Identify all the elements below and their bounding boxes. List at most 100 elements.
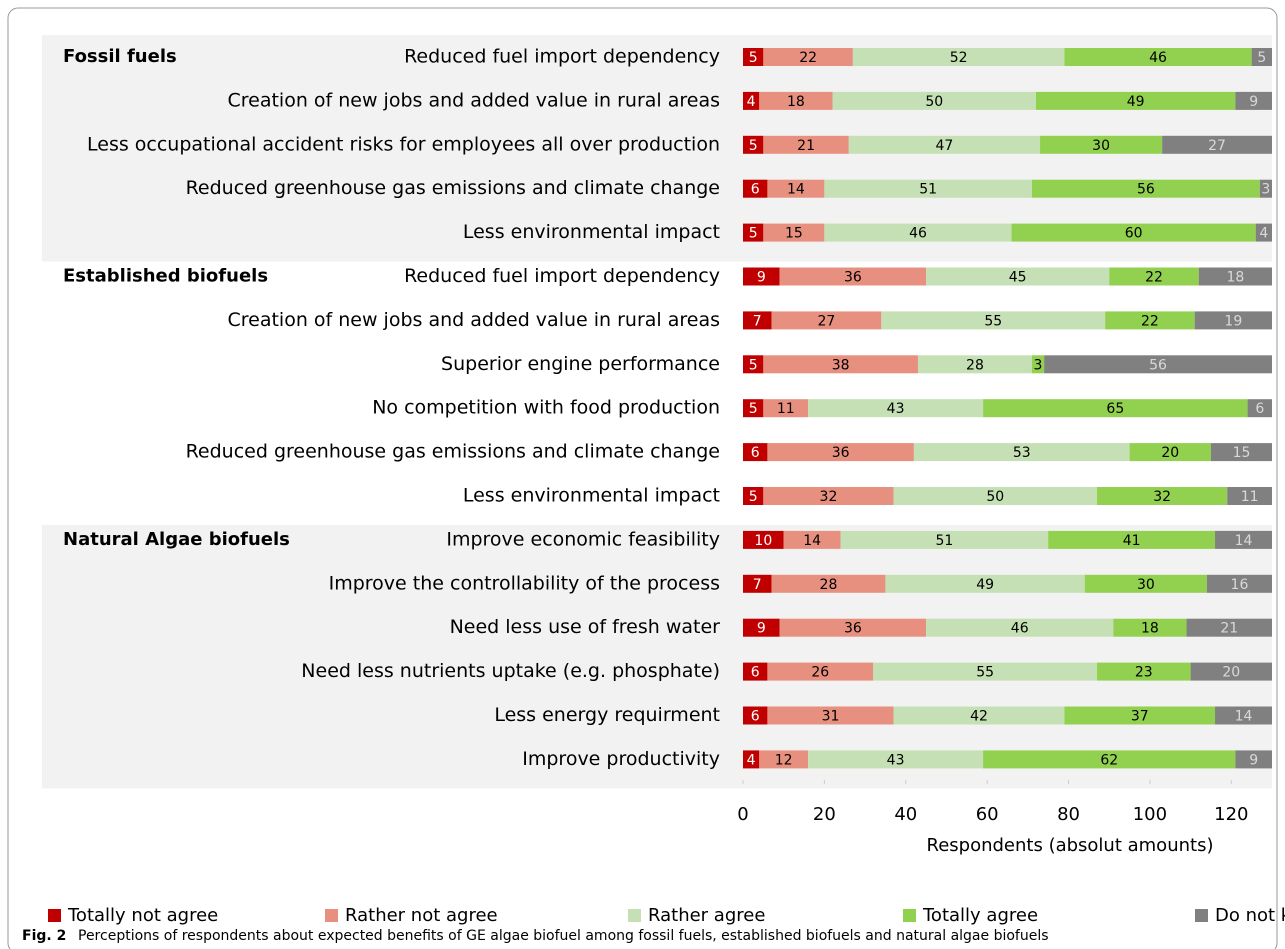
- value-label: 43: [887, 401, 905, 417]
- bar-segment: [1031, 355, 1045, 374]
- bar-segment: [1194, 311, 1272, 330]
- x-tick-label: 120: [1214, 804, 1248, 825]
- bar-segment: [893, 706, 1065, 725]
- value-label: 45: [1009, 270, 1027, 286]
- bar-segment: [783, 530, 841, 549]
- bar-segment: [917, 355, 1032, 374]
- bar-segment: [808, 750, 984, 769]
- bar-segment: [1227, 487, 1272, 505]
- bar-segment: [743, 179, 768, 198]
- value-label: 15: [1233, 445, 1251, 461]
- value-label: 14: [803, 533, 821, 549]
- category-label: Creation of new jobs and added value in …: [227, 309, 720, 331]
- x-tick-label: 60: [976, 804, 999, 825]
- value-label: 27: [1208, 138, 1226, 154]
- value-label: 19: [1224, 313, 1242, 329]
- x-axis-title: Respondents (absolut amounts): [927, 835, 1214, 856]
- value-label: 55: [976, 665, 994, 681]
- bar-segment: [763, 135, 849, 154]
- value-label: 16: [1231, 577, 1249, 593]
- value-label: 60: [1125, 226, 1143, 242]
- bar-segment: [1084, 574, 1207, 593]
- value-label: 18: [787, 94, 805, 110]
- value-label: 31: [822, 709, 840, 725]
- value-label: 51: [936, 533, 954, 549]
- value-label: 18: [1226, 270, 1244, 286]
- value-label: 4: [1259, 226, 1268, 242]
- bar-segment: [743, 311, 772, 330]
- x-tick-label: 100: [1133, 804, 1167, 825]
- bar-segment: [771, 574, 886, 593]
- value-label: 14: [1235, 709, 1253, 725]
- bar-segment: [767, 662, 874, 681]
- value-label: 11: [777, 401, 795, 417]
- value-label: 37: [1131, 709, 1149, 725]
- value-label: 14: [787, 182, 805, 198]
- bar-segment: [1186, 618, 1272, 637]
- bar-segment: [1198, 267, 1272, 286]
- x-tick-label: 20: [813, 804, 836, 825]
- legend-label: Rather agree: [648, 905, 765, 926]
- value-label: 12: [775, 752, 793, 768]
- bar-segment: [1105, 311, 1195, 330]
- bar-segment: [852, 48, 1065, 66]
- value-label: 4: [747, 752, 756, 768]
- group-label: Natural Algae biofuels: [63, 529, 290, 550]
- bar-segment: [1235, 750, 1272, 769]
- value-label: 6: [751, 445, 760, 461]
- frame: [7, 7, 1278, 949]
- category-label: Reduced greenhouse gas emissions and cli…: [186, 441, 720, 463]
- value-label: 21: [797, 138, 815, 154]
- category-label: Less environmental impact: [463, 485, 720, 507]
- value-label: 9: [757, 270, 766, 286]
- category-label: Improve productivity: [522, 748, 720, 770]
- bar-segment: [1097, 662, 1191, 681]
- value-label: 43: [887, 752, 905, 768]
- value-label: 7: [753, 577, 762, 593]
- caption-label: Fig. 2: [22, 928, 66, 944]
- bar-segment: [983, 399, 1248, 418]
- value-label: 49: [1127, 94, 1145, 110]
- bar-segment: [1190, 662, 1272, 681]
- value-label: 14: [1235, 533, 1253, 549]
- value-label: 28: [820, 577, 838, 593]
- x-tick-label: 0: [737, 804, 748, 825]
- bar-segment: [779, 618, 927, 637]
- bar-segment: [832, 91, 1036, 110]
- value-label: 42: [970, 709, 988, 725]
- value-label: 32: [1153, 489, 1171, 505]
- value-label: 50: [986, 489, 1004, 505]
- category-label: Need less nutrients uptake (e.g. phospha…: [301, 660, 720, 682]
- bar-segment: [743, 574, 772, 593]
- bar-segment: [743, 443, 768, 462]
- bar-segment: [763, 355, 918, 374]
- value-label: 6: [751, 182, 760, 198]
- value-label: 51: [919, 182, 937, 198]
- legend-swatch: [48, 909, 61, 922]
- group-background: [42, 524, 1272, 789]
- bar-segment: [759, 91, 833, 110]
- bar-segment: [881, 311, 1106, 330]
- value-label: 21: [1220, 621, 1238, 637]
- legend-label: Totally not agree: [67, 905, 218, 926]
- value-label: 5: [749, 226, 758, 242]
- category-label: Less environmental impact: [463, 221, 720, 243]
- value-label: 5: [749, 489, 758, 505]
- legend-label: Do not know: [1215, 905, 1285, 926]
- value-label: 38: [832, 357, 850, 373]
- category-label: No competition with food production: [372, 397, 720, 419]
- value-label: 7: [753, 313, 762, 329]
- bar-segment: [1113, 618, 1187, 637]
- value-label: 11: [1241, 489, 1259, 505]
- value-label: 23: [1135, 665, 1153, 681]
- bar-segment: [1064, 48, 1252, 66]
- bar-segment: [1251, 48, 1272, 66]
- bar-segment: [913, 443, 1130, 462]
- value-label: 30: [1092, 138, 1110, 154]
- bar-segment: [893, 487, 1098, 505]
- value-label: 46: [909, 226, 927, 242]
- bar-segment: [1044, 355, 1272, 374]
- value-label: 26: [811, 665, 829, 681]
- category-label: Reduced fuel import dependency: [404, 46, 720, 68]
